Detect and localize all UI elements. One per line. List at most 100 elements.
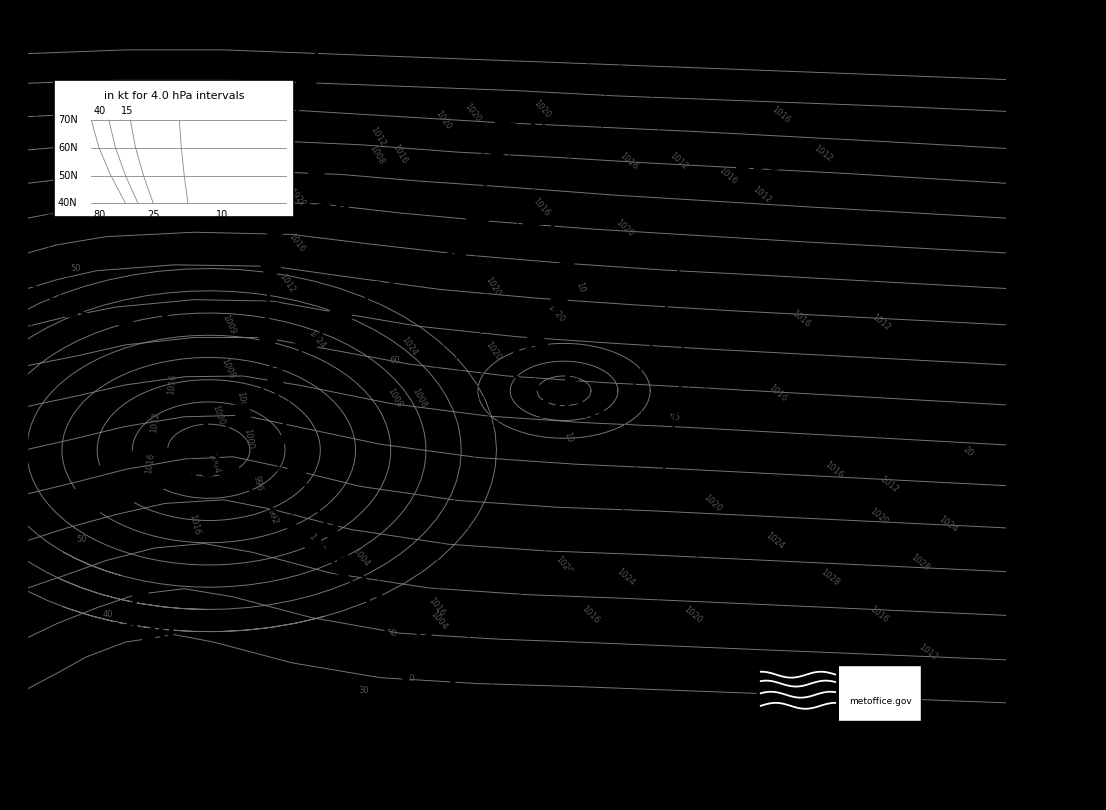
Polygon shape <box>483 227 502 245</box>
Text: 50N: 50N <box>58 171 77 181</box>
Text: 996: 996 <box>252 475 263 492</box>
Text: 1020: 1020 <box>463 102 483 124</box>
Text: ×: × <box>490 418 501 431</box>
Text: 992: 992 <box>265 508 280 526</box>
Text: 1000: 1000 <box>241 428 254 450</box>
Text: 1020: 1020 <box>614 217 636 238</box>
Text: 1020: 1020 <box>702 493 723 514</box>
Text: 1020: 1020 <box>682 604 705 625</box>
Text: 1016: 1016 <box>144 452 156 474</box>
Text: 25: 25 <box>147 210 159 220</box>
Polygon shape <box>250 491 271 508</box>
Text: 1016: 1016 <box>790 309 812 329</box>
Text: 1016: 1016 <box>823 460 845 480</box>
Text: 1012: 1012 <box>751 184 773 205</box>
Polygon shape <box>222 467 242 484</box>
Polygon shape <box>465 238 488 248</box>
Text: ○: ○ <box>680 382 689 392</box>
Text: 10: 10 <box>562 431 574 444</box>
Text: 1004: 1004 <box>428 610 449 632</box>
Text: 1920: 1920 <box>286 187 307 209</box>
Polygon shape <box>466 215 490 225</box>
Polygon shape <box>447 242 466 259</box>
Text: 1012: 1012 <box>668 151 689 172</box>
Text: 1014: 1014 <box>648 391 719 416</box>
Text: 1024: 1024 <box>763 531 785 551</box>
Polygon shape <box>478 168 501 179</box>
Polygon shape <box>528 334 550 347</box>
Text: 1024: 1024 <box>615 567 637 588</box>
Text: 1012: 1012 <box>878 475 900 495</box>
Text: 50: 50 <box>386 629 397 637</box>
Polygon shape <box>337 553 357 572</box>
Polygon shape <box>509 348 529 364</box>
Text: L: L <box>563 362 578 386</box>
Text: 1024: 1024 <box>306 328 326 350</box>
Polygon shape <box>296 79 316 97</box>
Text: 1012: 1012 <box>870 313 893 333</box>
Text: 1012: 1012 <box>812 143 834 164</box>
Polygon shape <box>317 524 337 543</box>
Text: 60: 60 <box>389 356 400 365</box>
Polygon shape <box>547 236 565 251</box>
Polygon shape <box>117 313 133 330</box>
Text: H: H <box>129 584 150 608</box>
Text: 1016: 1016 <box>530 196 551 218</box>
Text: 1016: 1016 <box>167 373 178 395</box>
Text: 1024: 1024 <box>399 335 419 357</box>
Text: 1016: 1016 <box>766 382 789 403</box>
Polygon shape <box>435 664 455 683</box>
Text: 1015: 1015 <box>536 399 606 423</box>
Text: L: L <box>201 421 217 445</box>
Polygon shape <box>285 116 306 134</box>
Text: 1008: 1008 <box>220 357 237 380</box>
Polygon shape <box>304 537 326 553</box>
Polygon shape <box>294 339 316 354</box>
Text: 1008: 1008 <box>386 387 404 410</box>
Text: 1000: 1000 <box>306 531 326 554</box>
Text: 60N: 60N <box>58 143 77 153</box>
Text: 1012: 1012 <box>149 411 160 433</box>
Polygon shape <box>551 296 568 312</box>
Text: 1016: 1016 <box>868 604 890 625</box>
Text: 1028: 1028 <box>282 202 352 227</box>
Polygon shape <box>269 402 289 420</box>
Polygon shape <box>271 190 292 208</box>
Polygon shape <box>258 336 279 353</box>
Text: 10: 10 <box>574 281 585 293</box>
Polygon shape <box>414 633 435 651</box>
Text: 1020: 1020 <box>546 302 566 324</box>
Text: 50: 50 <box>71 264 81 273</box>
Text: 1020: 1020 <box>554 554 574 576</box>
Text: L: L <box>676 354 691 378</box>
Text: 20: 20 <box>404 674 415 683</box>
Text: 1009: 1009 <box>220 313 237 335</box>
Text: 1016: 1016 <box>390 143 409 165</box>
Text: 1016: 1016 <box>427 596 447 618</box>
Text: 1016: 1016 <box>717 166 739 186</box>
Text: 1020: 1020 <box>105 621 175 646</box>
Text: 15: 15 <box>121 105 133 116</box>
Polygon shape <box>362 581 383 599</box>
Text: 989: 989 <box>182 458 234 482</box>
Text: H: H <box>757 113 778 138</box>
Text: 1008: 1008 <box>367 143 385 167</box>
Polygon shape <box>288 464 307 483</box>
Text: 1020: 1020 <box>434 109 453 131</box>
Text: ×: × <box>685 477 695 490</box>
Text: 1016: 1016 <box>618 151 639 172</box>
Text: 1012: 1012 <box>278 272 296 295</box>
Bar <box>757 665 839 721</box>
Polygon shape <box>408 260 428 278</box>
Bar <box>54 79 294 216</box>
Text: 1008: 1008 <box>410 387 428 410</box>
Text: 1016: 1016 <box>286 232 306 254</box>
Text: H: H <box>551 532 572 556</box>
Bar <box>1034 0 1106 810</box>
Polygon shape <box>330 309 352 325</box>
Text: 1020: 1020 <box>483 339 503 362</box>
Text: 1028: 1028 <box>820 568 842 587</box>
Polygon shape <box>367 282 389 299</box>
Text: 1022: 1022 <box>545 703 616 727</box>
Polygon shape <box>62 301 81 317</box>
